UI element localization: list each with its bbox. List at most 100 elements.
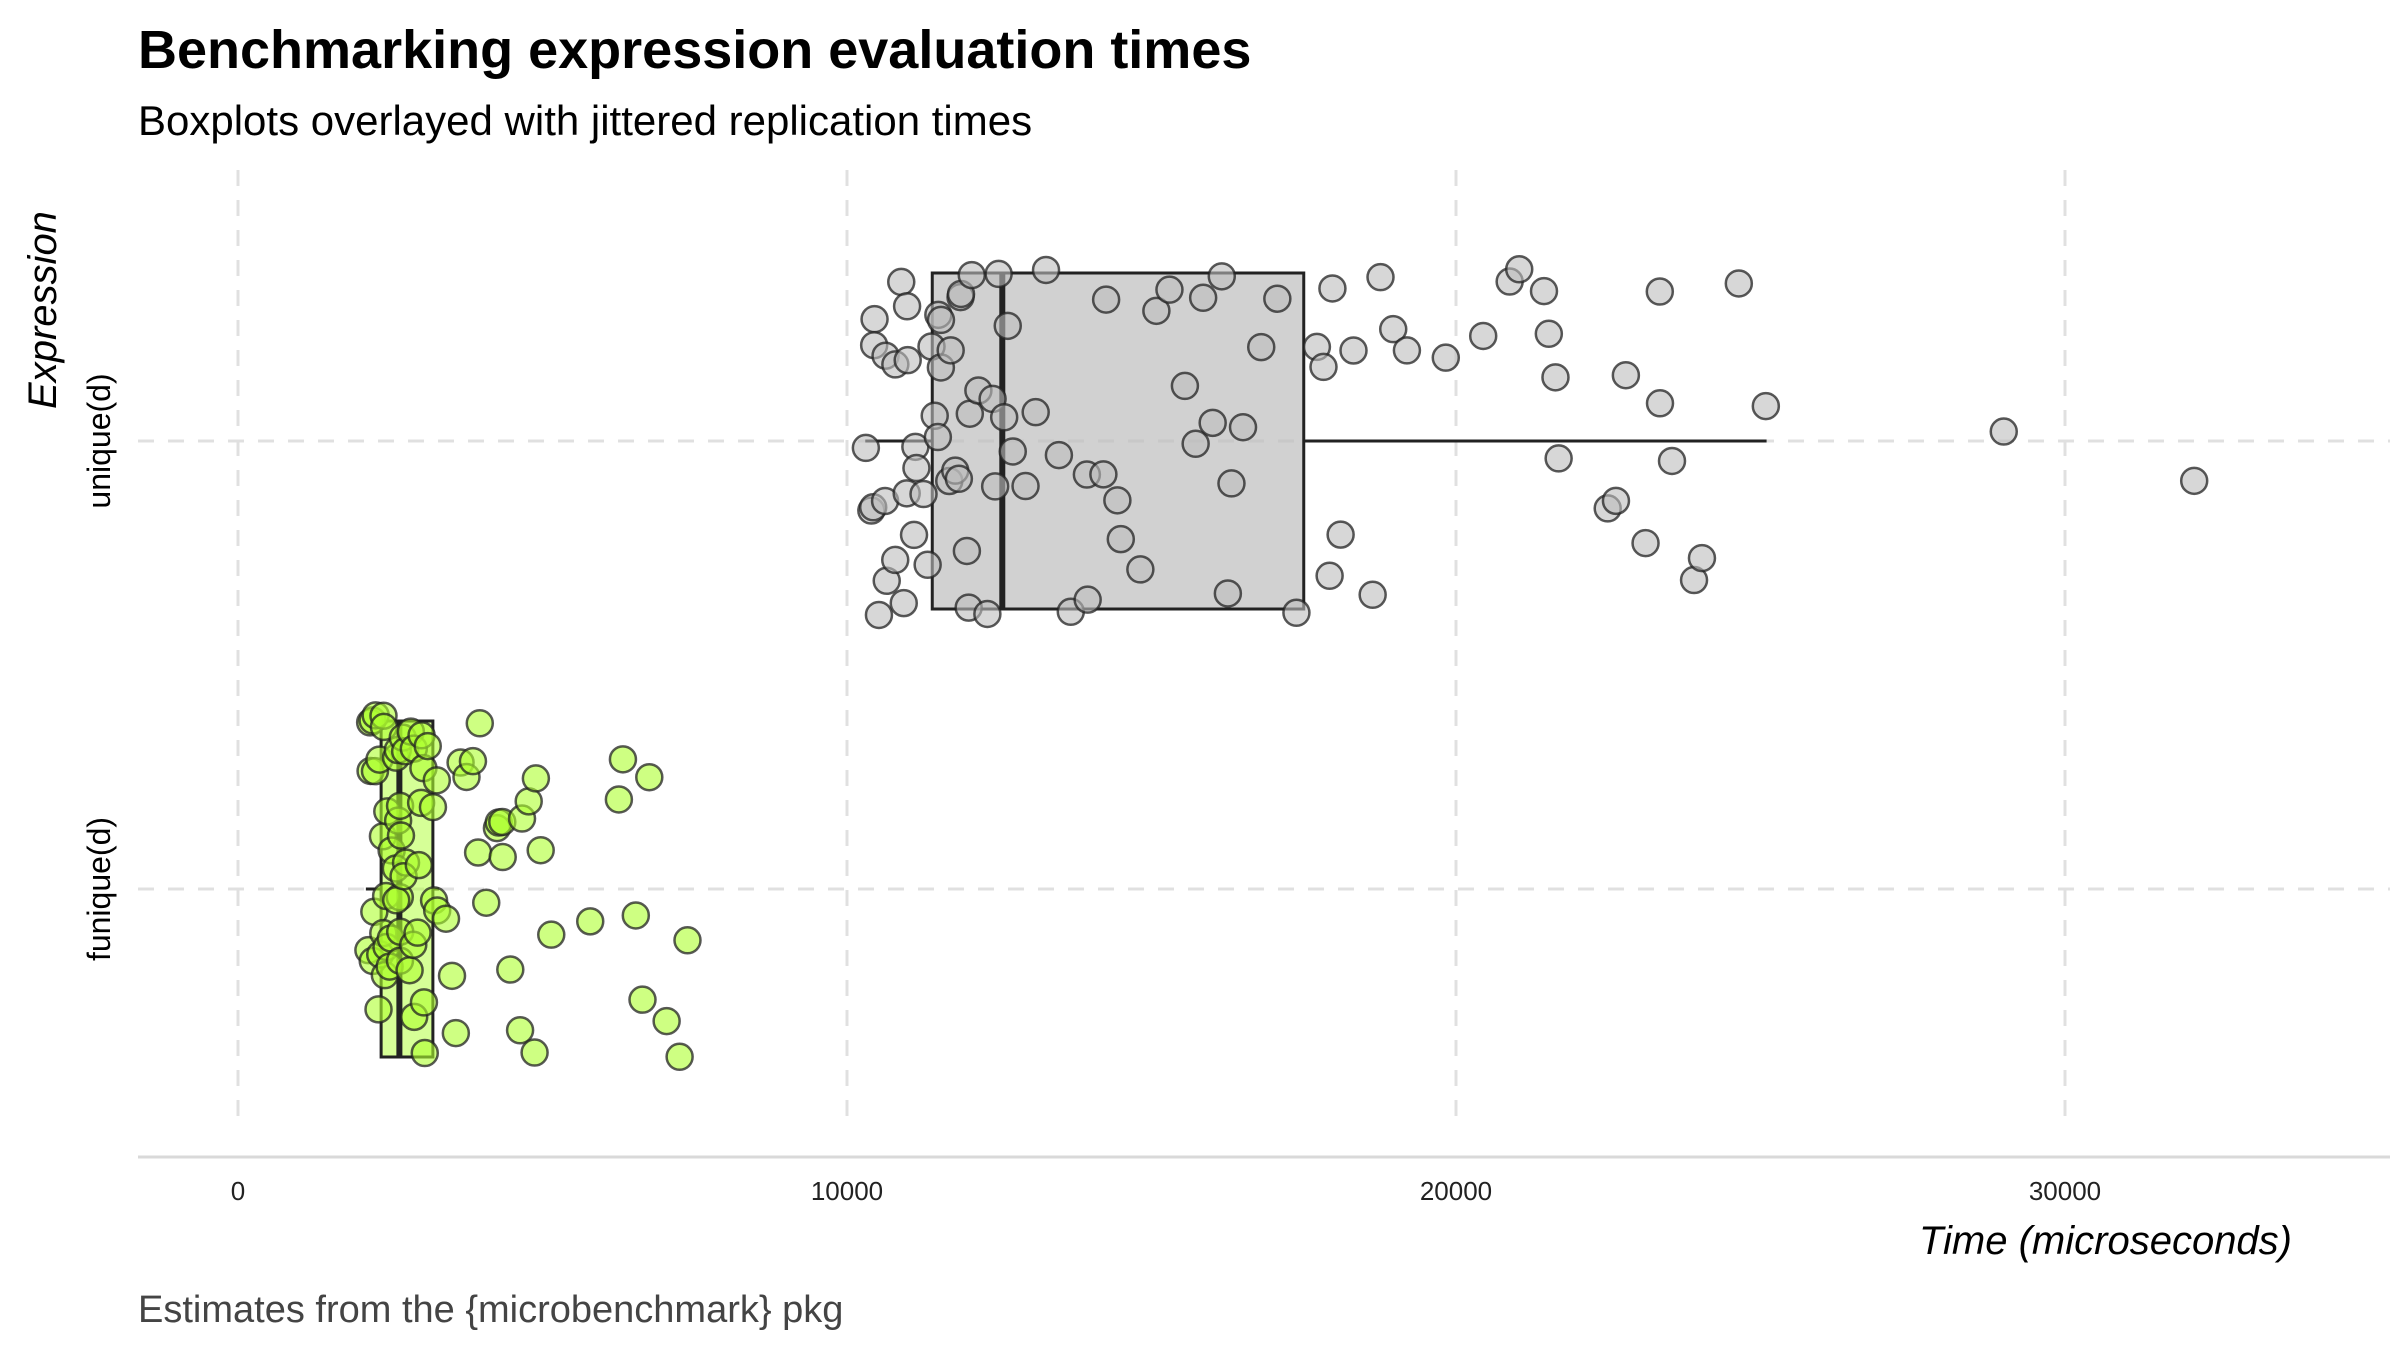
data-point [887,267,916,297]
data-point [1529,276,1559,306]
data-point [1089,460,1118,489]
data-point [926,305,956,335]
data-point [1339,336,1368,365]
data-point [1126,555,1155,584]
data-point [395,955,424,985]
data-point [1228,412,1258,442]
data-point [923,422,953,452]
data-point [437,961,467,991]
x-axis-title: Time (microseconds) [1919,1219,2292,1263]
data-point [957,260,987,290]
data-point [1468,321,1498,351]
data-point [1534,319,1564,349]
data-point [386,821,416,850]
x-tick-label: 30000 [2029,1176,2101,1206]
data-point [1309,352,1338,382]
data-point [628,985,657,1014]
data-point [1011,471,1040,501]
data-point [505,1016,535,1045]
data-point [998,437,1028,466]
data-point [410,1038,440,1068]
data-point [944,464,974,494]
data-point [1073,585,1102,614]
data-point [381,886,411,915]
data-point [1645,389,1675,418]
data-point [1181,429,1210,459]
data-point [1021,397,1050,427]
data-point [1198,408,1227,438]
data-point [413,731,443,761]
data-point [880,545,910,575]
data-point [2179,466,2209,496]
data-point [621,901,651,930]
data-point [909,479,938,509]
data-point [913,550,942,580]
data-point [1431,343,1461,372]
data-point [575,907,605,936]
data-point [892,292,922,321]
data-point [520,1038,549,1067]
data-point [526,835,555,865]
data-point [1142,296,1171,326]
data-point [902,453,931,483]
data-point [465,709,495,738]
data-point [1601,486,1631,516]
data-point [1106,524,1136,554]
data-point [652,1006,681,1036]
data-point [471,888,501,917]
jitter-points [354,255,2209,1072]
data-point [980,472,1010,501]
data-point [1544,444,1573,473]
data-point [1989,417,2019,446]
data-point [673,926,702,955]
data-point [1282,598,1311,628]
data-point [889,588,919,618]
data-point [984,259,1013,289]
data-point [463,838,493,867]
data-point [1155,275,1184,304]
data-point [952,536,982,566]
category-labels: unique(d) funique(d) [81,373,117,961]
data-point [418,792,448,822]
data-point [1631,528,1660,558]
data-point [441,1018,471,1048]
data-point [899,520,929,550]
data-point [422,766,452,795]
data-point [608,745,638,774]
x-tick-label: 10000 [811,1176,883,1206]
x-tick-labels: 0 10000 20000 30000 [231,1176,2101,1206]
category-label-unique: unique(d) [81,373,117,508]
x-tick-label: 20000 [1420,1176,1492,1206]
data-point [936,336,965,365]
data-point [1657,446,1687,476]
data-point [1091,285,1121,314]
data-point [1751,391,1781,421]
x-tick-label: 0 [231,1176,245,1206]
data-point [496,955,525,984]
data-point [521,764,551,793]
data-point [403,918,432,947]
data-point [993,311,1022,341]
data-point [1326,520,1355,549]
data-point [1170,371,1200,401]
data-point [1103,486,1132,515]
chart-title: Benchmarking expression evaluation times [138,20,1251,80]
data-point [488,842,517,872]
category-label-funique: funique(d) [81,817,117,961]
data-point [1213,579,1243,608]
data-point [431,904,461,933]
data-point [1315,561,1344,591]
data-point [989,403,1019,432]
box [930,271,1306,611]
data-point [404,850,434,880]
data-point [604,785,634,814]
data-point [1504,255,1534,284]
data-point [1188,283,1218,313]
data-point [665,1042,694,1072]
chart-caption: Estimates from the {microbenchmark} pkg [138,1289,843,1331]
data-point [860,304,889,334]
data-point [1724,269,1754,298]
data-point [893,345,922,375]
data-point [1645,277,1675,306]
